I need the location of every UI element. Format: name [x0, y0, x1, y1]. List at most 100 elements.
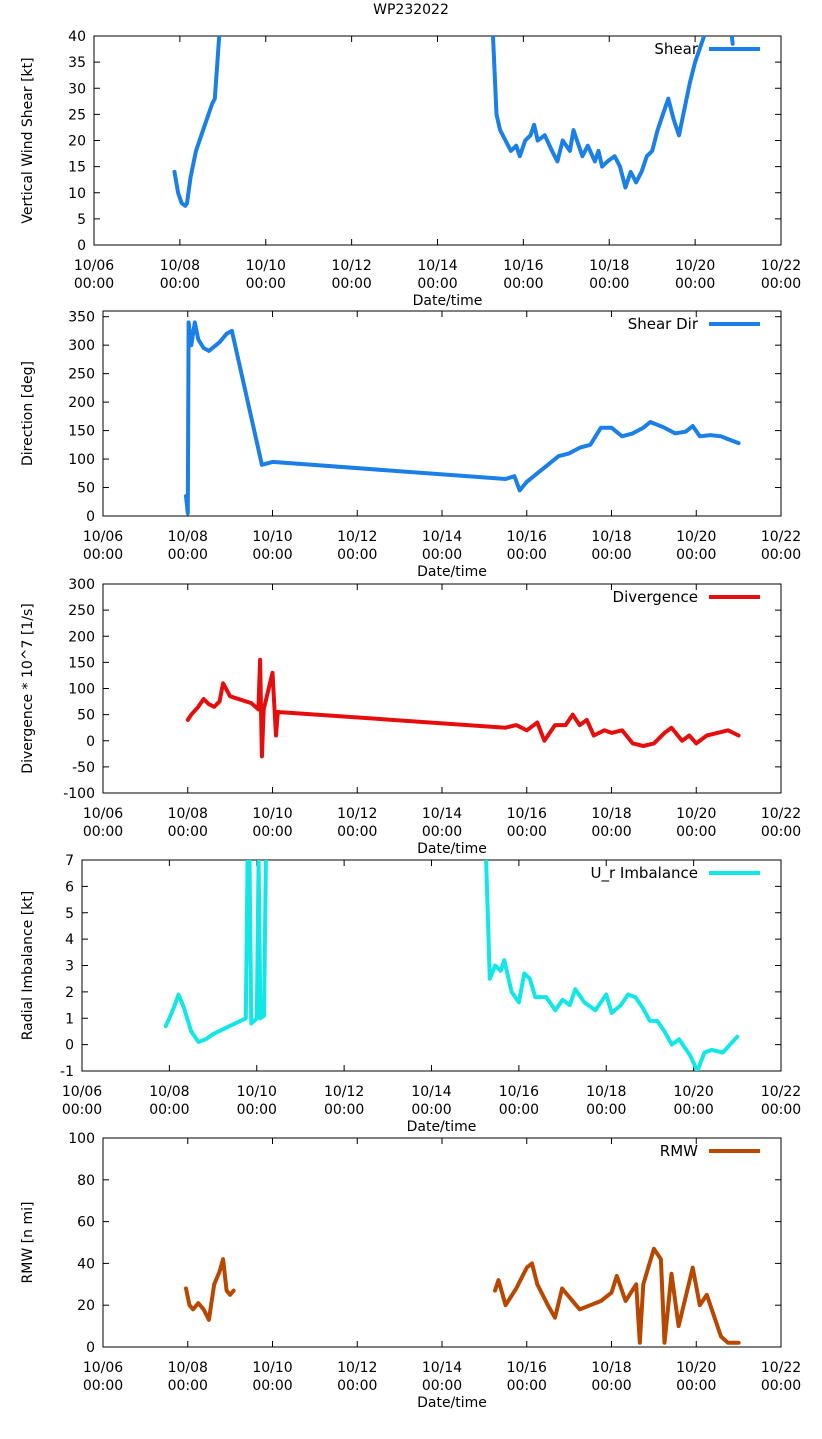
x-tick-label-date: 10/12 [331, 258, 371, 274]
plot-frame [93, 35, 782, 246]
y-tick-label: 200 [68, 629, 95, 645]
x-tick-label-date: 10/22 [761, 529, 801, 545]
chart-panel-1: 0 5 10 15 20 25 30 35 40 10/06 00:00 10/08 00:00 10/1… [20, 29, 801, 309]
x-tick-label-time: 00:00 [337, 824, 377, 840]
x-tick-label-date: 10/16 [507, 529, 547, 545]
y-tick-label: 20 [68, 134, 86, 150]
series-u-r-imbalance [163, 860, 740, 1071]
x-tick-label-time: 00:00 [62, 1102, 102, 1118]
x-axis-label: Date/time [413, 293, 483, 309]
chart-panel-2: 0 50 100 150 200 250 300 350 10/06 00:00 10/08 00:0… [20, 310, 801, 580]
x-tick-label-time: 00:00 [149, 1102, 189, 1118]
x-tick-label-date: 10/06 [74, 258, 114, 274]
x-tick-label-time: 00:00 [499, 1102, 539, 1118]
x-tick-label-date: 10/06 [83, 529, 123, 545]
y-axis-label: Direction [deg] [20, 361, 36, 466]
chart-panel-5: 0 20 40 60 80 100 10/06 00:00 10/08 00:00 10/10 00:… [20, 1131, 801, 1411]
x-tick-label-time: 00:00 [411, 1102, 451, 1118]
x-tick-label-date: 10/08 [160, 258, 200, 274]
x-tick-label-date: 10/20 [676, 529, 716, 545]
y-tick-label: 1 [65, 1011, 74, 1027]
y-tick-label: 200 [68, 395, 95, 411]
y-tick-label: 20 [77, 1298, 95, 1314]
x-tick-label-date: 10/06 [83, 1360, 123, 1376]
series-line [184, 320, 741, 516]
x-tick-label-time: 00:00 [252, 547, 292, 563]
x-tick-label-time: 00:00 [591, 547, 631, 563]
x-tick-label-date: 10/14 [422, 1360, 462, 1376]
x-tick-label-date: 10/08 [168, 529, 208, 545]
x-tick-label-time: 00:00 [252, 824, 292, 840]
y-tick-label: 7 [65, 853, 74, 869]
x-tick-label-time: 00:00 [252, 1378, 292, 1394]
x-tick-label-date: 10/16 [507, 806, 547, 822]
plot-frame [102, 583, 782, 794]
x-tick-label-date: 10/16 [507, 1360, 547, 1376]
y-tick-label: 3 [65, 959, 74, 975]
x-tick-label-time: 00:00 [83, 824, 123, 840]
series-divergence [185, 657, 741, 759]
x-tick-label-date: 10/12 [337, 1360, 377, 1376]
x-tick-label-date: 10/22 [761, 258, 801, 274]
x-axis-label: Date/time [407, 1119, 477, 1135]
y-tick-label: 60 [77, 1215, 95, 1231]
series-line [185, 657, 741, 759]
x-tick-label-time: 00:00 [422, 824, 462, 840]
x-tick-label-date: 10/08 [168, 1360, 208, 1376]
y-tick-label: 10 [68, 186, 86, 202]
x-tick-label-time: 00:00 [676, 824, 716, 840]
y-tick-label: 350 [68, 310, 95, 326]
x-tick-label-time: 00:00 [168, 1378, 208, 1394]
x-tick-label-time: 00:00 [168, 824, 208, 840]
x-tick-label-time: 00:00 [168, 547, 208, 563]
chart-panel-4: -1 0 1 2 3 4 5 6 7 10/06 00:00 10/08 00:00 10/10 00:00… [20, 853, 801, 1135]
x-tick-label-date: 10/10 [252, 529, 292, 545]
x-tick-label-time: 00:00 [160, 276, 200, 292]
y-tick-label: 80 [77, 1173, 95, 1189]
x-tick-label-time: 00:00 [503, 276, 543, 292]
x-tick-label-time: 00:00 [246, 276, 286, 292]
y-tick-label: 50 [77, 708, 95, 724]
y-tick-label: 2 [65, 985, 74, 1001]
x-tick-label-time: 00:00 [676, 547, 716, 563]
y-tick-label: 150 [68, 424, 95, 440]
x-tick-label-date: 10/10 [246, 258, 286, 274]
x-tick-label-date: 10/18 [586, 1084, 626, 1100]
y-tick-label: 30 [68, 81, 86, 97]
x-tick-label-date: 10/08 [168, 806, 208, 822]
x-axis-label: Date/time [417, 564, 487, 580]
y-tick-label: 5 [65, 906, 74, 922]
x-tick-label-date: 10/20 [673, 1084, 713, 1100]
x-tick-label-date: 10/20 [676, 1360, 716, 1376]
y-tick-label: 0 [86, 734, 95, 750]
series-line [163, 860, 268, 1044]
x-tick-label-date: 10/20 [675, 258, 715, 274]
x-tick-label-time: 00:00 [761, 1378, 801, 1394]
series-shear-dir [184, 320, 741, 516]
y-axis-label: RMW [n mi] [20, 1202, 36, 1284]
x-tick-label-time: 00:00 [324, 1102, 364, 1118]
x-tick-label-date: 10/10 [252, 806, 292, 822]
y-tick-label: 100 [68, 452, 95, 468]
legend-label: Shear [654, 40, 698, 58]
page-title: WP232022 [373, 2, 449, 18]
x-tick-label-date: 10/14 [422, 529, 462, 545]
x-tick-label-date: 10/12 [337, 806, 377, 822]
x-tick-label-date: 10/10 [237, 1084, 277, 1100]
y-tick-label: 100 [68, 682, 95, 698]
y-tick-label: 0 [86, 1340, 95, 1356]
x-tick-label-date: 10/22 [761, 1084, 801, 1100]
chart-panel-3: -100 -50 0 50 100 150 200 250 300 10/06 00:00 10/08… [20, 577, 801, 857]
x-tick-label-time: 00:00 [589, 276, 629, 292]
x-tick-label-time: 00:00 [591, 1378, 631, 1394]
x-tick-label-time: 00:00 [331, 276, 371, 292]
x-tick-label-time: 00:00 [761, 824, 801, 840]
x-tick-label-time: 00:00 [417, 276, 457, 292]
x-tick-label-date: 10/16 [503, 258, 543, 274]
x-tick-label-time: 00:00 [675, 276, 715, 292]
x-tick-label-time: 00:00 [422, 1378, 462, 1394]
y-tick-label: 250 [68, 367, 95, 383]
y-tick-label: 40 [68, 29, 86, 45]
